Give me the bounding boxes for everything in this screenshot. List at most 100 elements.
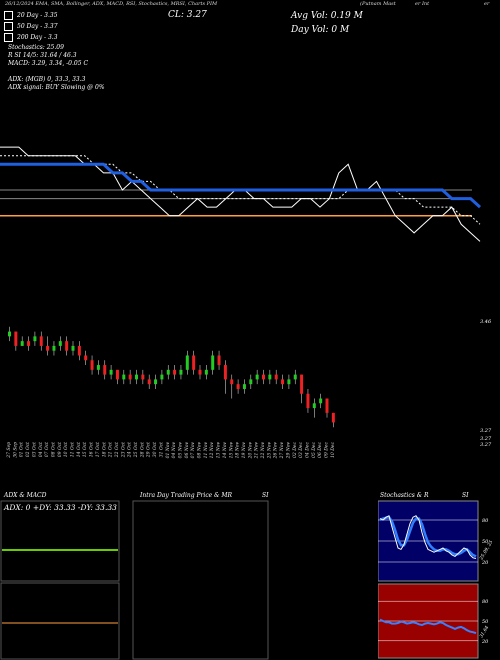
candle-body (230, 379, 234, 385)
candle-body (8, 331, 11, 337)
price-axis-label: 3.27 (480, 428, 492, 434)
date-tick-label: 30 Oct (152, 442, 158, 457)
candle-body (135, 374, 138, 380)
date-tick-label: 09 Oct (57, 442, 63, 457)
candle-body (319, 398, 323, 404)
candle-body (58, 341, 62, 346)
date-tick-label: 27 Nov (279, 442, 285, 460)
adx-macd-panel: ADX: 0 +DY: 33.33 -DY: 33.33 (0, 500, 120, 660)
price-axis-label: 3.27 (480, 442, 492, 448)
date-tick-label: 08 Nov (197, 442, 203, 459)
ema-legend-item: 20 Day - 3.35 (4, 11, 58, 20)
stats-line: R SI 14/5: 31.64 / 46.3 (8, 52, 77, 59)
date-tick-label: 21 Nov (254, 442, 260, 460)
ema-legend-item: 50 Day - 3.37 (4, 22, 58, 31)
candle-body (154, 379, 158, 385)
legend-swatch-icon (4, 33, 13, 42)
brand-label-tail: er Int (415, 1, 430, 7)
date-tick-label: 10 Dec (330, 442, 336, 458)
brand-label-end: er (484, 1, 490, 7)
date-tick-label: 29 Nov (285, 442, 291, 460)
candle-body (52, 345, 56, 351)
stats-line: MACD: 3.29, 3.34, -0.05 C (8, 60, 89, 67)
date-tick-label: 26 Nov (273, 442, 279, 460)
candle-body (242, 384, 246, 389)
date-tick-label: 12 Nov (209, 442, 215, 459)
date-tick-label: 11 Nov (203, 442, 209, 459)
date-tick-label: 28 Oct (139, 442, 145, 458)
ema-legend-label: 20 Day - 3.35 (17, 12, 58, 19)
date-tick-label: 06 Nov (184, 442, 190, 459)
rsi-line (379, 618, 477, 635)
candle-body (274, 374, 278, 380)
stats-line: ADX: (MGB) 0, 33.3, 33.3 (8, 76, 86, 83)
stoch-axis-label: 20 (481, 560, 489, 566)
macd-box (0, 582, 120, 660)
candle-body (192, 355, 196, 370)
avg-volume-label: Avg Vol: 0.19 M (291, 11, 363, 21)
candle-body (166, 369, 170, 375)
date-tick-label: 01 Nov (165, 442, 171, 459)
candle-body (300, 374, 304, 394)
adx-box (0, 500, 120, 582)
candle-body (90, 360, 94, 370)
date-tick-label: 03 Oct (31, 442, 37, 457)
candle-body (211, 355, 215, 370)
rsi-readout: 31.64 (479, 625, 491, 639)
candle-body (217, 355, 221, 366)
stoch-panel-title-tail: SI (462, 492, 469, 499)
candle-body (96, 365, 100, 370)
date-tick-label: 01 Oct (19, 442, 25, 457)
adx-readout: ADX: 0 +DY: 33.33 -DY: 33.33 (3, 503, 117, 512)
close-price-label: CL: 3.27 (168, 10, 207, 20)
ema-legend-item: 200 Day - 3.3 (4, 33, 58, 42)
date-tick-label: 05 Nov (177, 442, 183, 459)
date-tick-label: 04 Nov (171, 442, 177, 459)
series-line-trend (0, 162, 482, 209)
date-tick-label: 15 Nov (228, 442, 234, 459)
intraday-panel (132, 500, 269, 660)
ema-legend-label: 200 Day - 3.3 (17, 34, 58, 41)
candle-body (236, 384, 240, 389)
rsi-axis-label: 80 (482, 599, 489, 605)
stoch-axis-label: 50 (482, 539, 489, 545)
date-tick-label: 31 Oct (158, 442, 164, 457)
date-tick-label: 29 Oct (146, 442, 152, 458)
stats-line: ADX signal: BUY Slowing @ 0% (8, 84, 105, 91)
series-line-ema (0, 155, 481, 225)
date-tick-label: 21 Oct (108, 442, 114, 458)
candle-body (46, 345, 50, 351)
date-tick-label: 07 Oct (44, 442, 50, 457)
candle-body (27, 341, 31, 346)
candle-body (14, 331, 18, 346)
candle-body (115, 369, 119, 380)
stats-line: Stochastics: 25.09 (8, 44, 64, 51)
date-tick-label: 09 Dec (324, 442, 330, 458)
date-tick-label: 22 Oct (114, 442, 120, 458)
date-tick-label: 27 Sep (6, 442, 12, 459)
date-tick-label: 20 Nov (247, 442, 253, 460)
date-tick-label: 08 Oct (50, 442, 56, 457)
candle-body (331, 412, 335, 423)
price-axis-label: 3.27 (480, 436, 492, 442)
date-tick-label: 02 Oct (25, 442, 31, 457)
candle-body (293, 374, 297, 380)
date-tick-label: 16 Oct (89, 442, 95, 457)
date-tick-label: 02 Dec (292, 442, 298, 458)
candle-body (20, 341, 24, 346)
candle-body (325, 398, 329, 413)
stoch-d-line (379, 515, 477, 558)
candle-body (204, 369, 208, 375)
date-tick-label: 14 Oct (76, 442, 82, 457)
date-tick-label: 23 Oct (120, 442, 126, 458)
date-tick-label: 30 Sep (12, 442, 18, 458)
legend-swatch-icon (4, 22, 13, 31)
candle-body (109, 369, 113, 375)
legend-swatch-icon (4, 11, 13, 20)
date-tick-label: 11 Oct (70, 442, 76, 457)
candle-body (84, 355, 88, 361)
header-date-strip: 26/12/2024 EMA, SMA, Bollinger, ADX, MAC… (5, 1, 218, 7)
intraday-panel-title-tail: SI (262, 492, 269, 499)
ema-legend-label: 50 Day - 3.37 (17, 23, 58, 30)
